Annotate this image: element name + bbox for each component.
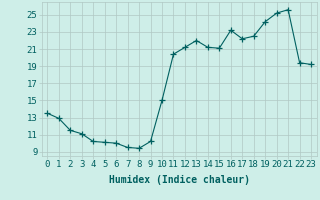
X-axis label: Humidex (Indice chaleur): Humidex (Indice chaleur) (109, 175, 250, 185)
